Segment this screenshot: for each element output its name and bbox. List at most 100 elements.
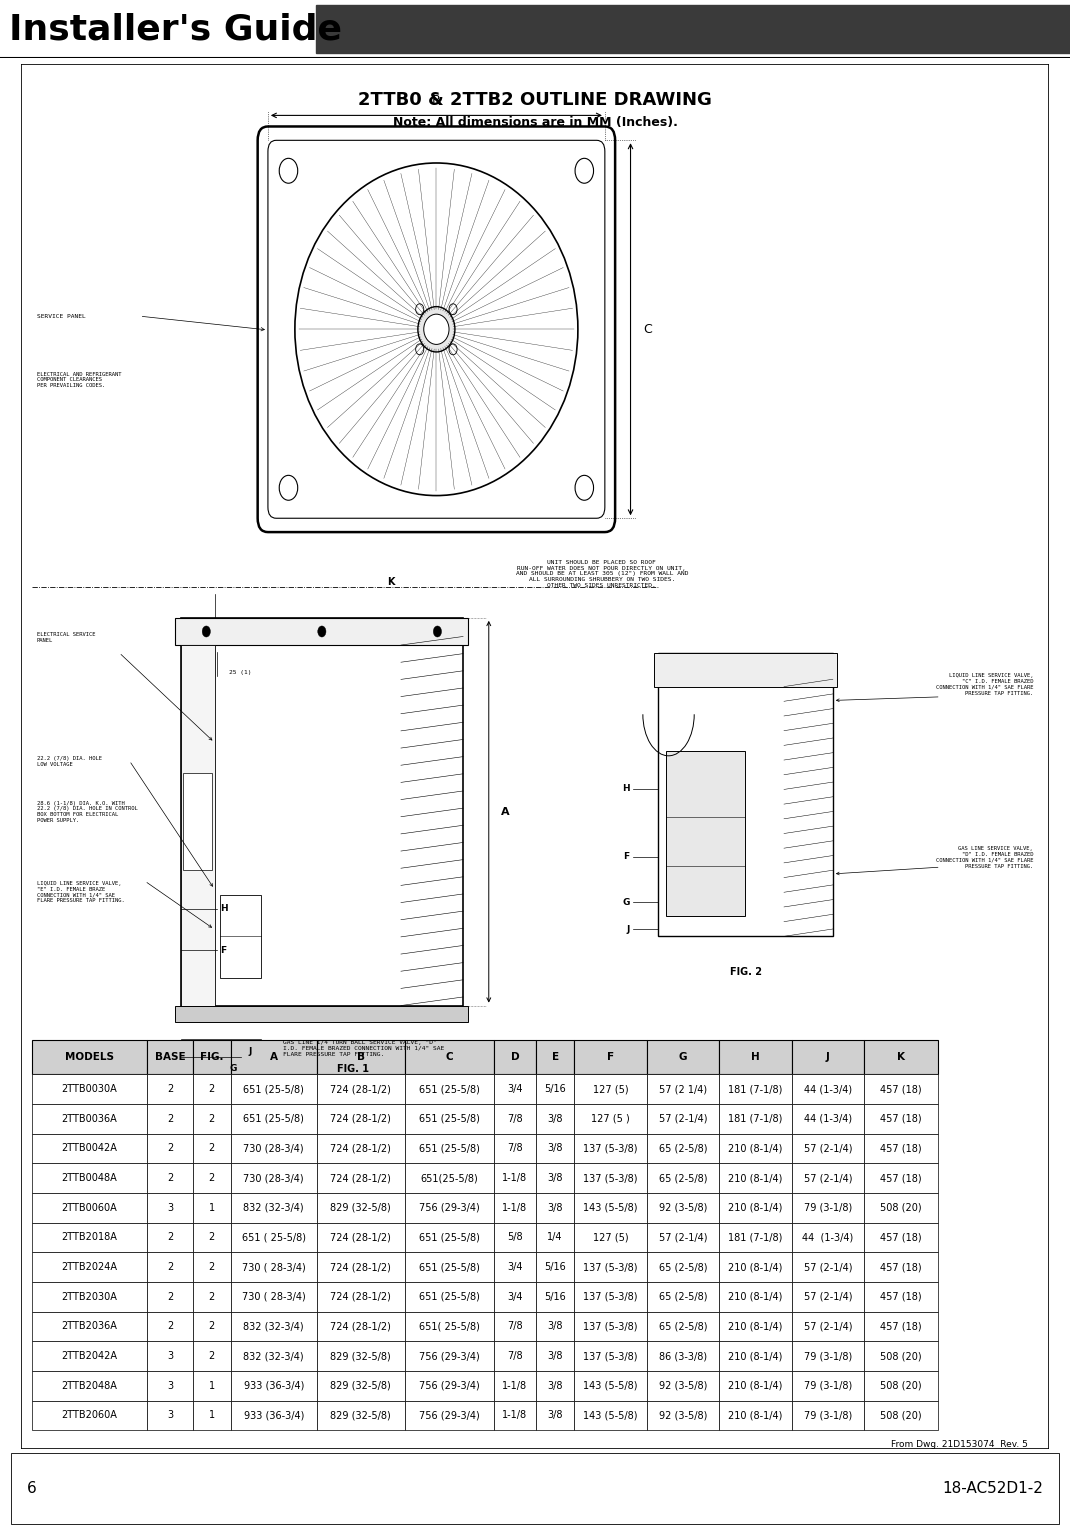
- Text: 2TTB0030A: 2TTB0030A: [62, 1083, 118, 1094]
- Bar: [406, 1253, 493, 1282]
- Bar: [575, 1041, 646, 1074]
- Bar: [865, 1342, 937, 1371]
- Text: 25 (1): 25 (1): [229, 669, 251, 675]
- Bar: [792, 1371, 865, 1401]
- Text: 5/8: 5/8: [507, 1233, 522, 1242]
- Text: 651 (25-5/8): 651 (25-5/8): [243, 1083, 304, 1094]
- Text: 44 (1-3/4): 44 (1-3/4): [804, 1114, 852, 1123]
- Bar: [719, 1222, 792, 1253]
- Bar: [792, 1311, 865, 1342]
- Text: 210 (8-1/4): 210 (8-1/4): [729, 1381, 782, 1390]
- Bar: [317, 1103, 406, 1134]
- Bar: [406, 1103, 493, 1134]
- Text: H: H: [751, 1053, 760, 1062]
- Text: 933 (36-3/4): 933 (36-3/4): [244, 1410, 304, 1421]
- Bar: [231, 1282, 317, 1311]
- Text: 2: 2: [209, 1083, 215, 1094]
- Text: 832 (32-3/4): 832 (32-3/4): [244, 1203, 304, 1213]
- Text: 829 (32-5/8): 829 (32-5/8): [331, 1203, 392, 1213]
- Text: 92 (3-5/8): 92 (3-5/8): [659, 1203, 707, 1213]
- Text: 756 (29-3/4): 756 (29-3/4): [419, 1203, 479, 1213]
- Text: FIG. 1: FIG. 1: [337, 1063, 369, 1074]
- Text: G: G: [678, 1053, 687, 1062]
- Bar: [148, 1103, 193, 1134]
- Ellipse shape: [418, 307, 455, 351]
- Bar: [193, 1041, 231, 1074]
- Bar: [719, 1041, 792, 1074]
- Bar: [792, 1193, 865, 1222]
- Bar: [193, 1311, 231, 1342]
- Bar: [719, 1193, 792, 1222]
- Text: ELECTRICAL SERVICE
PANEL: ELECTRICAL SERVICE PANEL: [36, 631, 95, 643]
- Text: 3/8: 3/8: [548, 1410, 563, 1421]
- Bar: [536, 1041, 575, 1074]
- Text: FIG.: FIG.: [200, 1053, 224, 1062]
- Text: 3: 3: [167, 1351, 173, 1361]
- Bar: [317, 1163, 406, 1193]
- Text: 3: 3: [167, 1410, 173, 1421]
- Bar: [654, 652, 837, 686]
- Text: 210 (8-1/4): 210 (8-1/4): [729, 1262, 782, 1273]
- Text: 65 (2-5/8): 65 (2-5/8): [659, 1291, 707, 1302]
- Text: 7/8: 7/8: [507, 1322, 522, 1331]
- Bar: [406, 1311, 493, 1342]
- Bar: [231, 1222, 317, 1253]
- FancyBboxPatch shape: [258, 127, 615, 532]
- Text: 65 (2-5/8): 65 (2-5/8): [659, 1262, 707, 1273]
- Bar: [575, 1371, 646, 1401]
- Text: 2: 2: [167, 1233, 173, 1242]
- Text: 2: 2: [209, 1351, 215, 1361]
- Text: 137 (5-3/8): 137 (5-3/8): [583, 1291, 638, 1302]
- Bar: [575, 1163, 646, 1193]
- Bar: [792, 1134, 865, 1163]
- Text: 2: 2: [209, 1322, 215, 1331]
- Text: 2TTB2024A: 2TTB2024A: [62, 1262, 118, 1273]
- Bar: [865, 1282, 937, 1311]
- Bar: [406, 1193, 493, 1222]
- Bar: [792, 1074, 865, 1103]
- Bar: [317, 1134, 406, 1163]
- Bar: [231, 1103, 317, 1134]
- Text: 832 (32-3/4): 832 (32-3/4): [244, 1351, 304, 1361]
- Bar: [646, 1371, 719, 1401]
- Text: LIQUID LINE SERVICE VALVE,
"C" I.D. FEMALE BRAZED
CONNECTION WITH 1/4" SAE FLARE: LIQUID LINE SERVICE VALVE, "C" I.D. FEMA…: [935, 674, 1034, 695]
- Text: 3/8: 3/8: [548, 1351, 563, 1361]
- Bar: [148, 1282, 193, 1311]
- Text: 2: 2: [167, 1174, 173, 1183]
- Text: 651 ( 25-5/8): 651 ( 25-5/8): [242, 1233, 306, 1242]
- Text: 724 (28-1/2): 724 (28-1/2): [331, 1322, 392, 1331]
- Text: 79 (3-1/8): 79 (3-1/8): [804, 1381, 852, 1390]
- Bar: [32, 1253, 148, 1282]
- Text: 3: 3: [167, 1203, 173, 1213]
- Text: 137 (5-3/8): 137 (5-3/8): [583, 1143, 638, 1154]
- Bar: [32, 1163, 148, 1193]
- Bar: [493, 1311, 536, 1342]
- Text: 457 (18): 457 (18): [881, 1174, 921, 1183]
- Text: 7/8: 7/8: [507, 1114, 522, 1123]
- Text: 457 (18): 457 (18): [881, 1114, 921, 1123]
- Bar: [646, 1193, 719, 1222]
- Bar: [575, 1134, 646, 1163]
- Ellipse shape: [424, 315, 449, 344]
- Bar: [719, 1401, 792, 1430]
- Bar: [32, 1193, 148, 1222]
- Text: 3/4: 3/4: [507, 1083, 522, 1094]
- Text: 137 (5-3/8): 137 (5-3/8): [583, 1262, 638, 1273]
- Text: 2: 2: [167, 1322, 173, 1331]
- Bar: [536, 1311, 575, 1342]
- Text: 829 (32-5/8): 829 (32-5/8): [331, 1351, 392, 1361]
- Text: 457 (18): 457 (18): [881, 1143, 921, 1154]
- Text: 2: 2: [167, 1262, 173, 1273]
- Text: 28.6 (1-1/8) DIA. K.O. WITH
22.2 (7/8) DIA. HOLE IN CONTROL
BOX BOTTOM FOR ELECT: 28.6 (1-1/8) DIA. K.O. WITH 22.2 (7/8) D…: [36, 801, 138, 824]
- Text: 2TTB0048A: 2TTB0048A: [62, 1174, 118, 1183]
- Text: 1-1/8: 1-1/8: [502, 1381, 528, 1390]
- Bar: [646, 1222, 719, 1253]
- Text: 3/8: 3/8: [548, 1381, 563, 1390]
- Bar: [792, 1342, 865, 1371]
- Text: 2: 2: [209, 1233, 215, 1242]
- Text: 724 (28-1/2): 724 (28-1/2): [331, 1233, 392, 1242]
- Bar: [193, 1282, 231, 1311]
- Bar: [792, 1163, 865, 1193]
- Text: 57 (2-1/4): 57 (2-1/4): [804, 1143, 852, 1154]
- Bar: [193, 1342, 231, 1371]
